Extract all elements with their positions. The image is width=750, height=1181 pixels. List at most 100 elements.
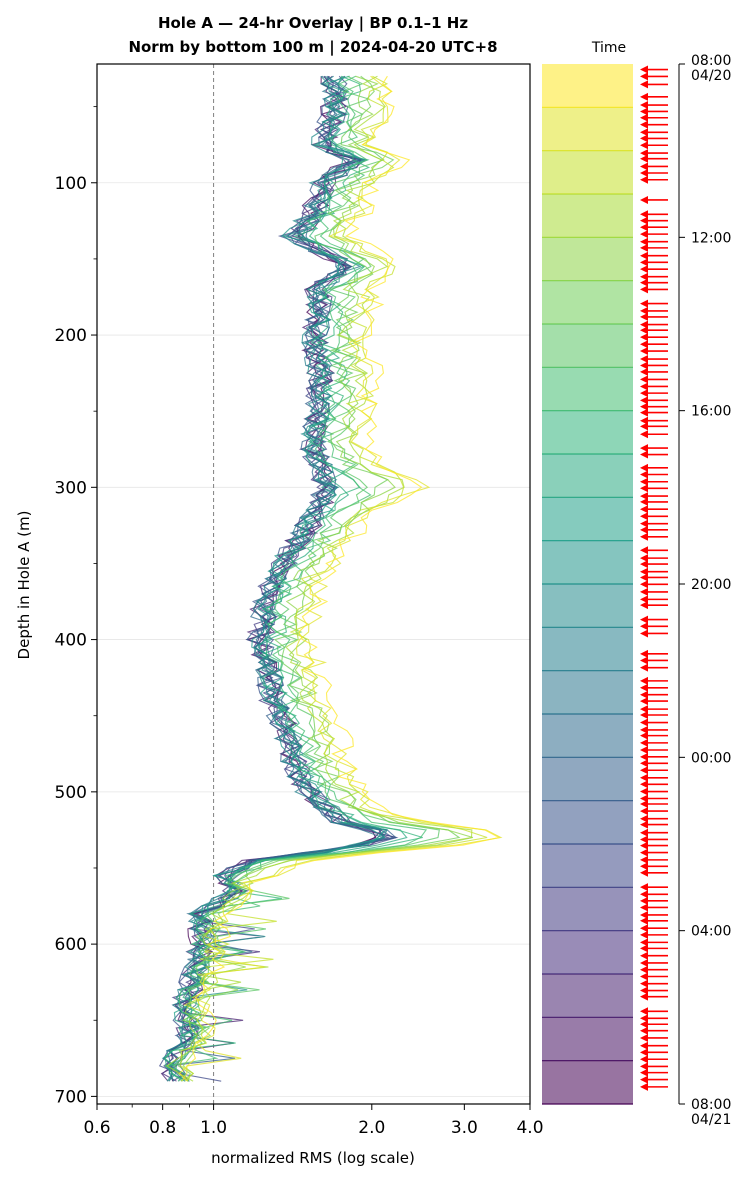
time-marker-arrowhead <box>640 265 648 274</box>
time-marker-arrowhead <box>640 258 648 267</box>
time-marker-arrowhead <box>640 326 648 335</box>
y-tick-label: 300 <box>55 478 87 498</box>
time-marker-arrowhead <box>640 532 648 541</box>
colorbar-band <box>542 454 633 498</box>
y-axis-ticks: 100 200 300 400 500 600 700 <box>55 106 97 1107</box>
time-marker-arrowhead <box>640 787 648 796</box>
time-marker-arrowhead <box>640 92 648 101</box>
time-marker-arrowhead <box>640 546 648 555</box>
time-marker-arrowhead <box>640 725 648 734</box>
colorbar-band <box>542 844 633 888</box>
chart-title: Hole A — 24-hr Overlay | BP 0.1–1 Hz <box>158 14 468 33</box>
x-axis-label: normalized RMS (log scale) <box>211 1149 415 1167</box>
time-marker-arrowhead <box>640 120 648 129</box>
time-marker-arrowhead <box>640 237 648 246</box>
time-marker-arrowhead <box>640 333 648 342</box>
time-marker-arrowhead <box>640 916 648 925</box>
time-marker-arrowhead <box>640 347 648 356</box>
time-marker-arrowhead <box>640 683 648 692</box>
traces <box>158 75 503 1082</box>
time-marker-arrowhead <box>640 814 648 823</box>
y-tick-label: 500 <box>55 783 87 803</box>
time-marker-arrowhead <box>640 759 648 768</box>
trace-line <box>174 75 440 1082</box>
trace-line <box>178 75 501 1082</box>
x-tick-label: 2.0 <box>358 1118 385 1138</box>
time-marker-arrowhead <box>640 320 648 329</box>
time-marker-arrowhead <box>640 615 648 624</box>
time-marker-arrowhead <box>640 794 648 803</box>
time-marker-arrowhead <box>640 601 648 610</box>
time-marker-arrowhead <box>640 573 648 582</box>
colorbar-band <box>542 107 633 151</box>
plot-frame <box>96 63 531 1105</box>
time-marker-arrowhead <box>640 924 648 933</box>
time-marker-arrowhead <box>640 430 648 439</box>
time-marker-arrowhead <box>640 101 648 110</box>
time-marker-arrowhead <box>640 278 648 287</box>
colorbar-bands <box>542 64 633 1105</box>
time-marker-arrowhead <box>640 396 648 405</box>
time-marker-arrowhead <box>640 1068 648 1077</box>
time-marker-arrowhead <box>640 745 648 754</box>
time-marker-arrowhead <box>640 676 648 685</box>
time-marker-arrowhead <box>640 72 648 81</box>
time-marker-arrowhead <box>640 697 648 706</box>
time-marker-arrowhead <box>640 1007 648 1016</box>
time-marker-arrowhead <box>640 807 648 816</box>
time-marker-arrowhead <box>640 1026 648 1035</box>
time-marker-arrowhead <box>640 992 648 1001</box>
time-marker-arrowhead <box>640 1062 648 1071</box>
colorbar-band <box>542 540 633 584</box>
time-marker-arrowhead <box>640 587 648 596</box>
time-marker-arrowhead <box>640 512 648 521</box>
time-marker-arrowhead <box>640 560 648 569</box>
time-marker-arrowhead <box>640 972 648 981</box>
time-marker-arrowhead <box>640 355 648 364</box>
time-marker-arrowhead <box>640 718 648 727</box>
time-marker-arrowhead <box>640 705 648 714</box>
time-marker-arrowhead <box>640 896 648 905</box>
y-tick-label: 100 <box>55 174 87 194</box>
time-marker-arrowhead <box>640 416 648 425</box>
time-marker-arrowhead <box>640 272 648 281</box>
time-marker-arrowhead <box>640 149 648 158</box>
plot-area: 0.6 0.8 1.0 2.0 3.0 4.0 100 200 300 400 500 600 700 <box>55 63 544 1138</box>
time-marker-arrowhead <box>640 731 648 740</box>
time-marker-arrowhead <box>640 299 648 308</box>
time-marker-arrowhead <box>640 828 648 837</box>
time-marker-arrowhead <box>640 175 648 184</box>
time-marker-arrowhead <box>640 848 648 857</box>
time-marker-arrowhead <box>640 1020 648 1029</box>
time-marker-arrowhead <box>640 154 648 163</box>
time-marker-arrowhead <box>640 986 648 995</box>
x-tick-label: 3.0 <box>451 1118 478 1138</box>
time-marker-arrowhead <box>640 951 648 960</box>
time-marker-arrowhead <box>640 622 648 631</box>
time-marker-arrowhead <box>640 519 648 528</box>
time-marker-arrowhead <box>640 930 648 939</box>
time-marker-arrowhead <box>640 835 648 844</box>
colorbar-band <box>542 584 633 628</box>
colorbar-band <box>542 670 633 714</box>
time-marker-arrowhead <box>640 868 648 877</box>
colorbar: 08:0004/2012:0016:0020:0000:0004:0008:00… <box>542 53 731 1128</box>
time-marker-arrowhead <box>640 470 648 479</box>
time-marker-arrowhead <box>640 80 648 89</box>
time-marker-arrowhead <box>640 306 648 315</box>
colorbar-band <box>542 757 633 801</box>
colorbar-band <box>542 497 633 541</box>
y-tick-label: 700 <box>55 1087 87 1107</box>
colorbar-arrows <box>640 65 668 1091</box>
time-marker-arrowhead <box>640 855 648 864</box>
time-tick-label: 16:00 <box>691 404 731 420</box>
time-marker-arrowhead <box>640 595 648 604</box>
time-marker-arrowhead <box>640 251 648 260</box>
time-marker-arrowhead <box>640 1041 648 1050</box>
trace-line <box>177 75 461 1082</box>
time-marker-arrowhead <box>640 1033 648 1042</box>
time-marker-arrowhead <box>640 168 648 177</box>
time-marker-arrowhead <box>640 230 648 239</box>
time-marker-arrowhead <box>640 800 648 809</box>
